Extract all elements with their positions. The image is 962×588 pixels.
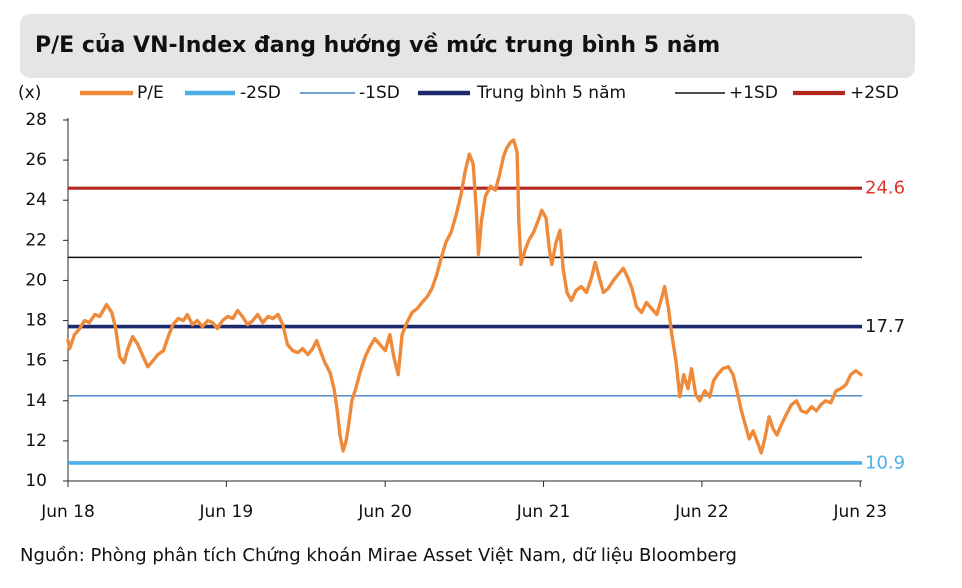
y-tick-label: 20 — [25, 270, 47, 290]
y-tick-label: 26 — [25, 150, 47, 170]
legend-item-5-year-average: Trung bình 5 năm — [418, 83, 626, 103]
x-tick-label: Jun 21 — [516, 502, 571, 522]
legend: (x) P/E -2SD -1SD Trung bình 5 năm +1SD … — [18, 83, 899, 103]
chart-plot-area: 28 26 24 22 20 18 16 14 12 10 Jun 18 Jun 19 Jun 20 Ju… — [25, 110, 905, 522]
y-tick-label: 24 — [25, 190, 47, 210]
title-bar: P/E của VN-Index đang hướng về mức trung… — [20, 14, 915, 78]
legend-label-plus-1sd: +1SD — [729, 83, 778, 103]
y-tick-label: 28 — [25, 110, 47, 130]
legend-label-minus-1sd: -1SD — [359, 83, 400, 103]
legend-item-minus-1sd: -1SD — [300, 83, 400, 103]
y-tick-label: 14 — [25, 391, 47, 411]
x-tick-label: Jun 20 — [357, 502, 412, 522]
chart-title: P/E của VN-Index đang hướng về mức trung… — [35, 33, 721, 58]
reference-value-label-minus-2sd: 10.9 — [865, 452, 905, 473]
y-tick-label: 22 — [25, 230, 47, 250]
legend-item-plus-1sd: +1SD — [675, 83, 778, 103]
legend-label-plus-2sd: +2SD — [850, 83, 899, 103]
x-tick-label: Jun 22 — [674, 502, 729, 522]
legend-item-minus-2sd: -2SD — [185, 83, 281, 103]
x-tick-label: Jun 23 — [832, 502, 887, 522]
y-tick-label: 18 — [25, 311, 47, 331]
source-note: Nguồn: Phòng phân tích Chứng khoán Mirae… — [20, 545, 737, 566]
x-tick-label: Jun 19 — [199, 502, 254, 522]
y-tick-label: 12 — [25, 431, 47, 451]
legend-label-pe: P/E — [137, 83, 164, 103]
legend-item-pe: P/E — [80, 83, 164, 103]
legend-item-plus-2sd: +2SD — [793, 83, 899, 103]
legend-label-minus-2sd: -2SD — [240, 83, 281, 103]
reference-value-label-plus-2sd: 24.6 — [865, 178, 905, 199]
y-tick-label: 16 — [25, 351, 47, 371]
series-line-pe — [66, 138, 863, 455]
y-tick-label: 10 — [25, 471, 47, 491]
x-tick-label: Jun 18 — [40, 502, 95, 522]
legend-label-5-year-average: Trung bình 5 năm — [476, 83, 626, 103]
y-axis-unit-label: (x) — [18, 83, 41, 103]
reference-value-label-5-year-average: 17.7 — [865, 316, 905, 337]
